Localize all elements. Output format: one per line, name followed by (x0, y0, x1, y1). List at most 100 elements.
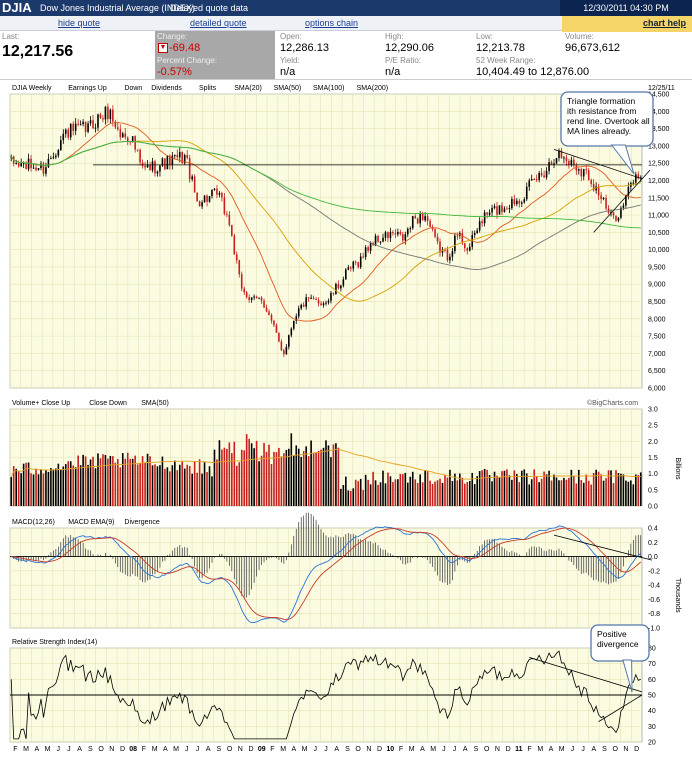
volume-bar (62, 466, 65, 506)
volume-bar (45, 470, 47, 506)
volume-bar (506, 469, 508, 506)
macd-panel-tick-label: -0.8 (648, 611, 660, 618)
x-tick-label: F (13, 746, 17, 753)
price-candle (622, 205, 625, 208)
volume-bar (530, 479, 533, 506)
price-candle (248, 297, 250, 301)
price-candle (174, 154, 176, 156)
volume-bar (454, 473, 456, 506)
volume-panel-tick-label: 0.0 (648, 504, 658, 511)
x-tick-label: O (612, 746, 618, 753)
x-tick-label: D (120, 746, 125, 753)
x-tick-label: J (314, 746, 318, 753)
volume-bar (347, 490, 350, 506)
volume-bar (441, 482, 444, 506)
price-legend-item: Down (124, 85, 142, 92)
price-candle (109, 109, 112, 120)
volume-bar (434, 481, 436, 506)
rsi-legend-item: Relative Strength Index(14) (12, 639, 97, 646)
volume-bar (424, 470, 426, 506)
price-candle (42, 163, 45, 174)
volume-bar (15, 468, 17, 506)
hide-quote-link[interactable]: hide quote (58, 18, 101, 28)
volume-bar (37, 474, 40, 506)
triangle-upper-line (553, 148, 643, 180)
price-candle (320, 303, 322, 306)
volume-panel-tick-label: 1.5 (648, 455, 658, 462)
triangle-annotation-text: MA lines already. (567, 126, 631, 136)
price-panel-tick-label: 11,500 (648, 195, 669, 202)
price-candle (456, 235, 459, 237)
price-candle (156, 171, 159, 174)
volume-bar (575, 483, 578, 506)
price-candle (543, 175, 545, 178)
price-candle (523, 199, 526, 203)
volume-bar (198, 459, 201, 506)
price-candle (235, 254, 238, 261)
price-candle (409, 228, 412, 230)
volume-bar (560, 480, 563, 506)
options-chain-link[interactable]: options chain (305, 18, 359, 28)
volume-bar (605, 478, 607, 506)
volume-bar (617, 473, 620, 506)
volume-bar (627, 481, 630, 506)
detailed-quote-link[interactable]: detailed quote (190, 18, 247, 28)
macd-legend-item: MACD(12,26) (12, 519, 55, 526)
price-candle (335, 283, 337, 294)
volume-bar (332, 444, 335, 506)
volume-bar (639, 472, 642, 506)
price-candle (280, 341, 283, 351)
chart-help-link[interactable]: chart help (642, 18, 686, 28)
x-tick-label: J (56, 746, 60, 753)
price-candle (203, 195, 206, 203)
price-panel-tick-label: 6,500 (648, 368, 666, 375)
price-candle (397, 231, 399, 235)
price-candle (290, 328, 293, 336)
price-candle (183, 155, 186, 164)
volume-bar (335, 443, 337, 506)
volume-bar (67, 461, 70, 506)
price-candle (330, 292, 332, 301)
volume-bar (156, 466, 159, 506)
volume-bar (22, 463, 25, 506)
volume-bar (228, 442, 231, 506)
price-candle (511, 199, 513, 209)
x-tick-label: J (196, 746, 200, 753)
price-candle (238, 260, 241, 275)
volume-bar (528, 484, 531, 506)
price-candle (322, 303, 325, 306)
volume-panel-tick-label: 2.5 (648, 423, 658, 430)
volume-bar (141, 456, 144, 506)
price-candle (64, 129, 67, 134)
price-candle (568, 161, 570, 165)
volume-legend-item: SMA(50) (141, 400, 169, 407)
price-candle (211, 189, 213, 197)
volume-bar (129, 458, 132, 506)
price-candle (635, 174, 637, 183)
x-tick-label: O (355, 746, 361, 753)
rsi-panel-tick-label: 60 (648, 677, 656, 684)
price-candle (243, 288, 246, 293)
volume-bar (144, 462, 146, 506)
volume-bar (612, 483, 615, 506)
price-candle (240, 274, 243, 289)
price-candle (449, 256, 451, 261)
price-panel-tick-label: 13,500 (648, 126, 670, 133)
volume-bar (238, 462, 241, 506)
price-candle (389, 231, 392, 239)
volume-bar (369, 484, 372, 506)
x-tick-label: M (280, 746, 286, 753)
volume-bar (260, 455, 263, 506)
price-candle (359, 256, 362, 268)
divergence-annotation-box (590, 624, 650, 662)
volume-bar (615, 470, 617, 506)
change-label: Change: (157, 32, 188, 41)
price-candle (35, 167, 37, 171)
volume-bar (278, 447, 280, 506)
rsi-panel-tick-label: 20 (648, 740, 656, 747)
price-candle (193, 176, 196, 193)
price-panel-background (9, 93, 643, 389)
volume-bar (540, 478, 543, 506)
price-candle (565, 157, 568, 162)
volume-bar (134, 455, 136, 506)
